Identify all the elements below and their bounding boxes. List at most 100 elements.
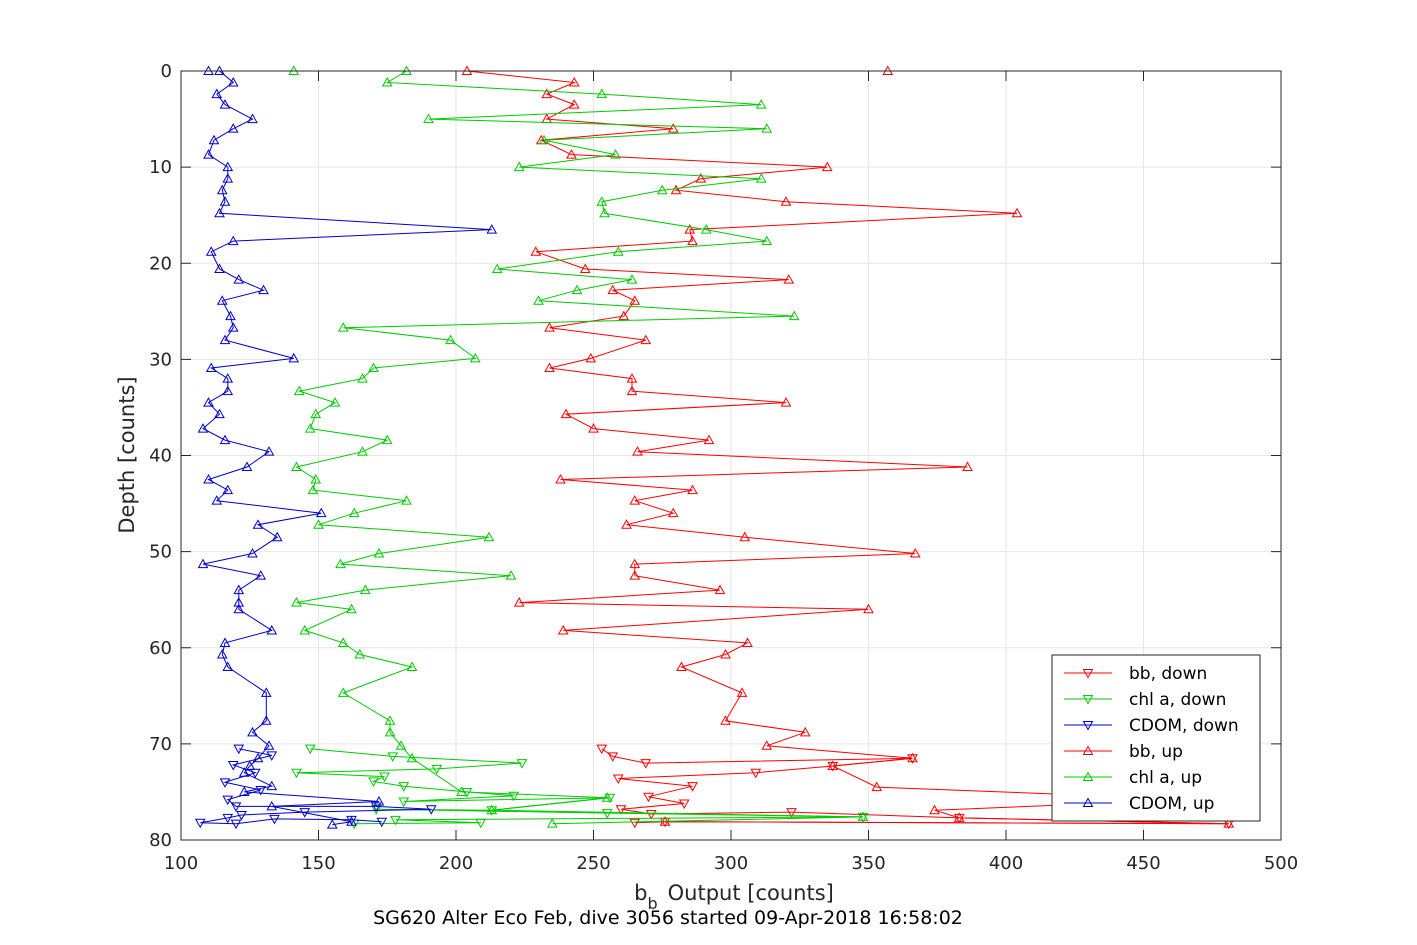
data-point — [222, 813, 234, 824]
data-point — [676, 661, 687, 671]
data-point — [687, 484, 698, 495]
data-point — [291, 597, 302, 607]
data-point — [475, 818, 487, 829]
data-point — [508, 791, 520, 802]
data-point — [505, 570, 517, 580]
data-point — [222, 161, 234, 172]
data-point — [687, 235, 698, 246]
data-point — [233, 744, 245, 755]
y-tick-label: 10 — [149, 157, 172, 178]
data-point — [678, 799, 690, 809]
data-point — [579, 263, 591, 274]
data-point — [544, 362, 555, 373]
data-point — [384, 726, 396, 737]
data-point — [909, 548, 921, 558]
data-point — [632, 446, 643, 456]
data-point — [491, 263, 503, 274]
data-point — [216, 648, 228, 659]
y-tick-label: 0 — [161, 61, 172, 82]
data-point — [568, 77, 580, 87]
data-point — [219, 99, 231, 109]
data-point — [486, 804, 498, 815]
y-tick-label: 60 — [149, 638, 172, 659]
x-tick-label: 250 — [576, 853, 610, 874]
data-point — [222, 484, 234, 495]
data-point — [871, 781, 883, 792]
data-point — [607, 752, 619, 762]
data-point — [236, 811, 247, 821]
data-point — [640, 334, 652, 345]
data-point — [214, 408, 225, 419]
data-point — [560, 408, 572, 419]
data-point — [640, 759, 652, 769]
data-point — [544, 322, 555, 332]
data-point — [788, 310, 800, 321]
data-point — [700, 224, 712, 234]
legend-label: CDOM, up — [1129, 794, 1214, 814]
data-point — [643, 792, 654, 803]
data-point — [626, 385, 638, 396]
data-point — [214, 207, 225, 218]
data-point — [227, 123, 239, 133]
data-point — [263, 446, 275, 456]
x-tick-label: 150 — [301, 853, 335, 874]
data-point — [222, 173, 234, 183]
legend-label: chl a, up — [1129, 768, 1202, 788]
data-point — [469, 352, 481, 363]
data-point — [197, 558, 209, 569]
data-point — [269, 814, 280, 825]
data-point — [588, 423, 599, 433]
data-point — [384, 715, 396, 725]
data-point — [601, 809, 613, 819]
data-point — [315, 507, 327, 518]
series-cdom-down — [194, 744, 437, 830]
data-point — [533, 295, 544, 305]
data-point — [258, 284, 269, 295]
x-axis-label: bb Output [counts] — [634, 881, 834, 913]
data-point — [227, 235, 239, 246]
data-point — [720, 648, 731, 659]
data-point — [216, 184, 228, 195]
data-point — [222, 661, 234, 671]
legend-box — [1051, 654, 1261, 822]
x-tick-label: 400 — [989, 853, 1023, 874]
data-point — [247, 113, 258, 124]
data-point — [739, 531, 751, 542]
data-point — [607, 284, 619, 295]
x-tick-label: 500 — [1264, 853, 1298, 874]
data-point — [238, 786, 250, 796]
data-point — [346, 603, 357, 614]
data-point — [326, 819, 338, 829]
data-point — [546, 818, 558, 828]
data-point — [761, 235, 773, 246]
legend-swatch-marker — [1082, 745, 1094, 755]
data-point — [714, 584, 726, 595]
x-axis-label-base: b — [634, 881, 647, 905]
y-tick-label: 20 — [149, 253, 172, 274]
data-point — [260, 715, 272, 725]
data-point — [962, 461, 973, 472]
data-point — [368, 777, 379, 787]
data-point — [538, 134, 550, 145]
data-point — [929, 804, 940, 815]
data-point — [288, 352, 300, 363]
y-tick-label: 70 — [149, 734, 172, 755]
data-point — [329, 397, 341, 407]
data-point — [227, 77, 239, 87]
data-point — [247, 726, 258, 737]
x-tick-label: 200 — [439, 853, 473, 874]
data-point — [610, 149, 621, 159]
data-point — [401, 495, 412, 505]
data-point — [629, 558, 641, 569]
data-point — [513, 597, 525, 607]
data-point — [291, 768, 302, 779]
data-point — [271, 531, 283, 542]
data-point — [557, 624, 569, 635]
data-point — [571, 284, 583, 295]
data-point — [629, 295, 641, 305]
legend-item: bb, down — [1064, 664, 1207, 684]
data-point — [337, 637, 349, 647]
data-point — [293, 385, 305, 396]
data-point — [211, 88, 223, 99]
